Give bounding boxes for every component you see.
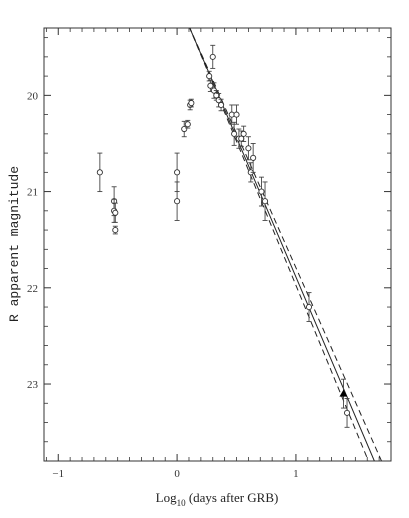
circle-marker <box>245 145 252 152</box>
circle-marker <box>231 130 238 137</box>
data-point <box>184 119 191 129</box>
data-point <box>240 125 247 142</box>
circle-marker <box>209 53 216 60</box>
data-point <box>112 225 119 235</box>
y-tick-label: 20 <box>27 90 39 102</box>
x-axis-label-base: Log <box>156 490 177 505</box>
circle-marker <box>174 198 181 205</box>
axis-tick-labels: −1 0 1 20 21 22 23 <box>27 90 299 480</box>
circle-marker <box>250 154 257 161</box>
x-axis-label: Log10 (days after GRB) <box>156 490 279 508</box>
circle-marker <box>112 227 119 234</box>
circle-marker <box>261 198 269 205</box>
circle-marker <box>174 169 181 176</box>
data-point <box>305 292 313 322</box>
fit-line-dashed <box>189 28 369 461</box>
circle-marker <box>233 111 240 118</box>
x-tick-label: 1 <box>293 468 299 480</box>
data-point <box>245 136 252 161</box>
circle-marker <box>184 121 191 128</box>
y-tick-label: 22 <box>27 283 38 295</box>
circle-marker <box>240 130 247 137</box>
plot-area-frame <box>43 27 392 462</box>
data-point <box>233 104 240 125</box>
data-markers <box>96 44 351 428</box>
data-point <box>231 121 238 146</box>
data-point <box>188 98 195 108</box>
y-tick-label: 21 <box>27 187 38 199</box>
circle-marker <box>96 169 103 176</box>
data-point <box>207 79 214 92</box>
circle-marker <box>343 409 351 416</box>
triangle-marker <box>339 389 348 397</box>
circle-marker <box>206 73 213 80</box>
data-point <box>96 152 103 193</box>
data-point <box>258 176 265 207</box>
data-point <box>112 202 119 223</box>
data-point <box>339 378 348 409</box>
y-axis-label: R apparent magnitude <box>7 166 22 322</box>
fit-line-dashed <box>189 28 382 461</box>
circle-marker <box>258 188 265 195</box>
x-axis-label-rest: (days after GRB) <box>186 490 279 505</box>
data-point <box>261 181 269 221</box>
x-tick-label: 0 <box>174 468 180 480</box>
x-axis-label-subscript: 10 <box>177 498 187 508</box>
data-point <box>209 44 216 69</box>
circle-marker <box>305 303 313 311</box>
axis-ticks <box>44 28 392 462</box>
data-point <box>174 181 181 221</box>
fit-lines <box>189 28 382 461</box>
data-point <box>250 143 257 173</box>
circle-marker <box>207 82 214 89</box>
circle-marker <box>181 125 188 133</box>
y-tick-label: 23 <box>27 379 39 391</box>
x-tick-label: −1 <box>52 468 64 480</box>
data-point <box>343 398 351 428</box>
data-point <box>218 98 225 112</box>
data-point <box>206 70 213 82</box>
circle-marker <box>218 101 225 109</box>
circle-marker <box>112 209 119 216</box>
circle-marker <box>188 100 195 107</box>
